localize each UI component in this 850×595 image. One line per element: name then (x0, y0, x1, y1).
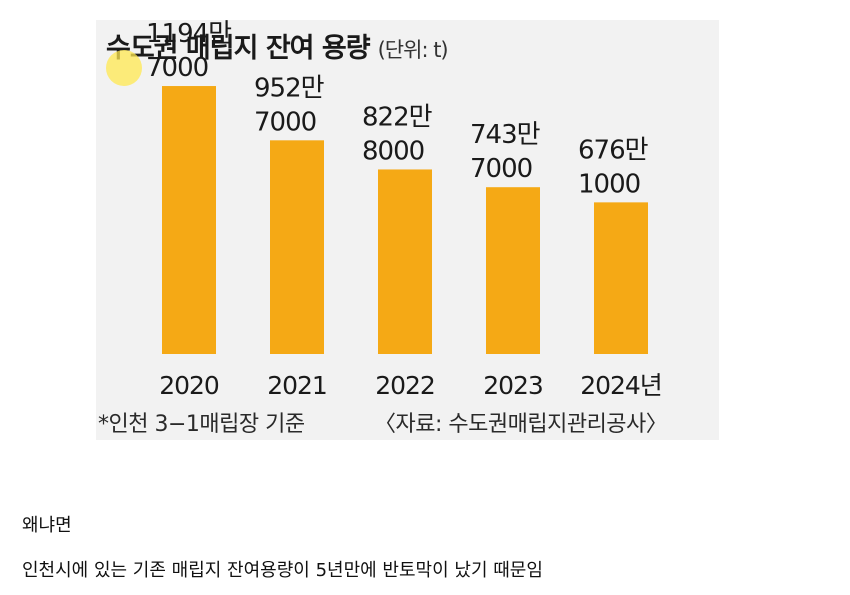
chart-title: 수도권 매립지 잔여 용량 (단위: t) (106, 26, 449, 65)
bar-2023 (486, 187, 540, 354)
value-label-2024년-line1: 676만 (578, 135, 648, 165)
category-label-2024년: 2024년 (580, 371, 662, 400)
bar-chart: 1194만 7000 2020 952만 7000 2021 822만 8000 2022 743… (146, 20, 663, 400)
value-label-2021-line2: 7000 (254, 107, 316, 137)
caption-line-1: 왜냐면 (22, 515, 72, 536)
bar-2020 (162, 86, 216, 354)
value-label-2024년-line2: 1000 (578, 169, 640, 199)
value-label-2020-line1: 1194만 (146, 20, 231, 49)
category-label-2022: 2022 (375, 371, 435, 400)
value-label-2022-line1: 822만 (362, 102, 432, 132)
value-label-2021-line1: 952만 (254, 73, 324, 103)
value-label-2023-line1: 743만 (470, 120, 540, 150)
value-label-2023-line2: 7000 (470, 154, 532, 184)
value-label-2020-line2: 7000 (146, 53, 208, 83)
cursor-highlight (106, 50, 142, 86)
chart-panel: 수도권 매립지 잔여 용량 (단위: t) 1194만 7000 2020 952만 70… (96, 20, 719, 440)
bar-2022 (378, 169, 432, 354)
category-label-2021: 2021 (267, 371, 327, 400)
chart-source: 〈자료: 수도권매립지관리공사〉 (374, 412, 668, 437)
chart-title-text: 수도권 매립지 잔여 용량 (106, 33, 371, 64)
chart-unit: (단위: t) (377, 38, 449, 62)
category-label-2023: 2023 (483, 371, 543, 400)
bar-2024년 (594, 202, 648, 354)
bar-2021 (270, 140, 324, 354)
caption-line-2: 인천시에 있는 기존 매립지 잔여용량이 5년만에 반토막이 났기 때문임 (22, 560, 543, 581)
category-label-2020: 2020 (159, 371, 219, 400)
chart-footnote: *인천 3−1매립장 기준 (98, 412, 305, 437)
value-label-2022-line2: 8000 (362, 136, 424, 166)
